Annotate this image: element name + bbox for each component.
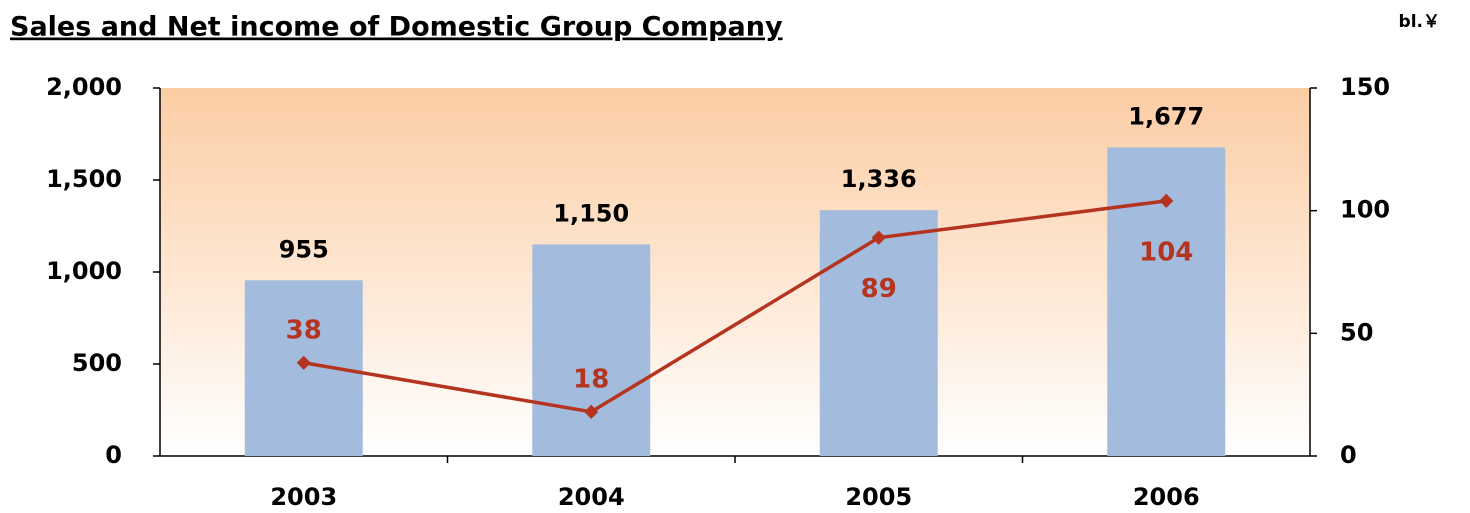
- bar: [819, 210, 938, 456]
- y-tick-label: 1,000: [46, 257, 122, 285]
- y-tick-label: 0: [105, 441, 122, 469]
- line-marker: [584, 404, 599, 419]
- y2-tick-label: 100: [1340, 196, 1390, 224]
- bar: [1107, 147, 1226, 456]
- x-tick-label: 2005: [845, 483, 912, 511]
- line: [303, 199, 1167, 414]
- line-marker: [871, 230, 886, 245]
- y-tick-label: 1,500: [46, 165, 122, 193]
- line-marker: [296, 355, 311, 370]
- bar-value-label: 1,150: [553, 199, 629, 227]
- unit-label: bl.￥: [1399, 12, 1440, 32]
- line-value-label: 18: [573, 364, 609, 394]
- y-tick-label: 500: [72, 349, 122, 377]
- bar-value-label: 1,336: [841, 165, 917, 193]
- line-value-label: 104: [1139, 237, 1193, 267]
- x-tick-label: 2003: [270, 483, 337, 511]
- y2-tick-label: 50: [1340, 318, 1373, 346]
- x-tick-label: 2004: [558, 483, 625, 511]
- y2-tick-label: 150: [1340, 73, 1390, 101]
- bar-value-label: 955: [279, 235, 329, 263]
- y2-tick-label: 0: [1340, 441, 1357, 469]
- x-tick-label: 2006: [1133, 483, 1200, 511]
- line-marker: [1159, 193, 1174, 208]
- y-tick-label: 2,000: [46, 73, 122, 101]
- bar-value-label: 1,677: [1128, 102, 1204, 130]
- chart-title: Sales and Net income of Domestic Group C…: [10, 12, 783, 43]
- line-value-label: 38: [286, 315, 322, 345]
- bar: [532, 244, 651, 456]
- line-value-label: 89: [861, 274, 897, 304]
